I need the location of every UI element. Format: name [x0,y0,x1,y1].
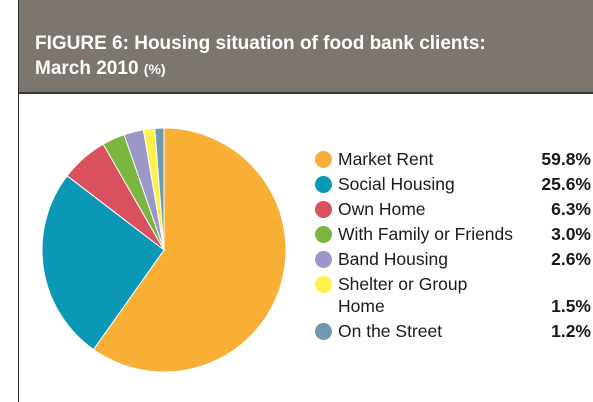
legend-value-band-housing: 2.6% [551,249,591,269]
legend-item-on-the-street: On the Street 1.2% [315,320,593,345]
legend-value-shelter: 1.5% [551,296,591,316]
legend-item-family-friends: With Family or Friends 3.0% [315,223,593,248]
legend-label-shelter: Shelter or Group Home [338,273,528,317]
legend-swatch-family-friends [315,226,332,243]
legend-swatch-social-housing [315,176,332,193]
legend-value-social-housing: 25.6% [541,174,591,194]
legend-swatch-market-rent [315,151,332,168]
title-unit: (%) [143,61,166,77]
legend-label-family-friends: With Family or Friends [338,224,514,244]
legend-swatch-band-housing [315,251,332,268]
legend-value-on-the-street: 1.2% [551,321,591,341]
legend-item-band-housing: Band Housing 2.6% [315,248,593,273]
legend-value-market-rent: 59.8% [541,149,591,169]
legend-label-on-the-street: On the Street [338,321,443,341]
legend-label-social-housing: Social Housing [338,174,455,194]
legend-item-market-rent: Market Rent 59.8% [315,148,593,173]
legend: Market Rent 59.8% Social Housing 25.6% O… [315,148,593,345]
pie-slice-on-the-street [154,127,165,251]
figure-panel: FIGURE 6: Housing situation of food bank… [18,0,593,402]
legend-swatch-own-home [315,201,332,218]
legend-value-own-home: 6.3% [551,199,591,219]
header-divider [19,92,593,94]
title-line-2: March 2010 [35,58,139,79]
legend-label-shelter-line-1: Shelter or Group [338,274,468,294]
legend-item-social-housing: Social Housing 25.6% [315,173,593,198]
legend-label-own-home: Own Home [338,199,426,219]
legend-label-band-housing: Band Housing [338,249,448,269]
legend-label-shelter-line-2: Home [338,296,385,316]
figure-title: FIGURE 6: Housing situation of food bank… [35,31,575,82]
pie-slice-market-rent [92,127,287,373]
legend-item-own-home: Own Home 6.3% [315,198,593,223]
legend-label-market-rent: Market Rent [338,149,434,169]
figure-header: FIGURE 6: Housing situation of food bank… [19,0,593,92]
legend-swatch-on-the-street [315,323,332,340]
pie-slice-social-housing [41,175,165,351]
legend-swatch-shelter [315,276,332,293]
legend-item-shelter: Shelter or Group Home 1.5% [315,273,593,320]
pie-chart [41,127,287,373]
legend-value-family-friends: 3.0% [551,224,591,244]
title-line-1: FIGURE 6: Housing situation of food bank… [35,33,486,54]
